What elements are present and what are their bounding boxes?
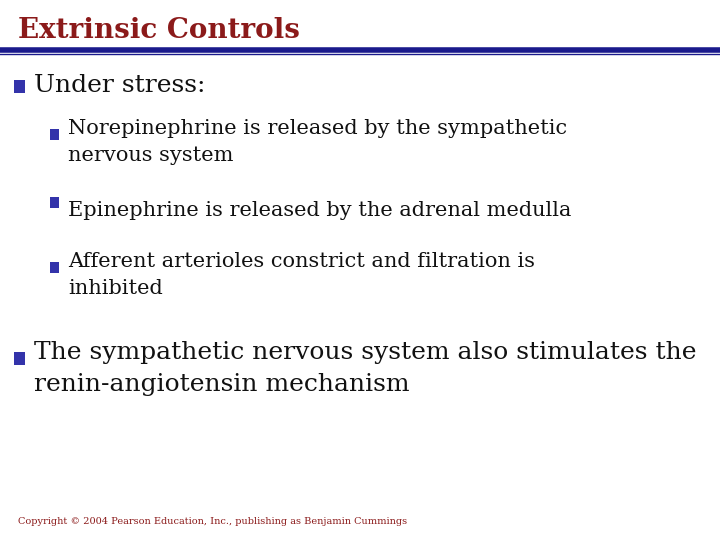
Text: Under stress:: Under stress: — [34, 75, 205, 98]
Text: The sympathetic nervous system also stimulates the
renin-angiotensin mechanism: The sympathetic nervous system also stim… — [34, 341, 696, 395]
Bar — [50, 197, 59, 207]
Text: Copyright © 2004 Pearson Education, Inc., publishing as Benjamin Cummings: Copyright © 2004 Pearson Education, Inc.… — [18, 517, 407, 526]
Bar — [14, 79, 25, 92]
Text: Afferent arterioles constrict and filtration is
inhibited: Afferent arterioles constrict and filtra… — [68, 252, 535, 298]
Text: Epinephrine is released by the adrenal medulla: Epinephrine is released by the adrenal m… — [68, 200, 572, 219]
Bar — [14, 352, 25, 365]
Bar — [50, 261, 59, 273]
Text: Norepinephrine is released by the sympathetic
nervous system: Norepinephrine is released by the sympat… — [68, 119, 567, 165]
Text: Extrinsic Controls: Extrinsic Controls — [18, 17, 300, 44]
Bar — [50, 129, 59, 139]
